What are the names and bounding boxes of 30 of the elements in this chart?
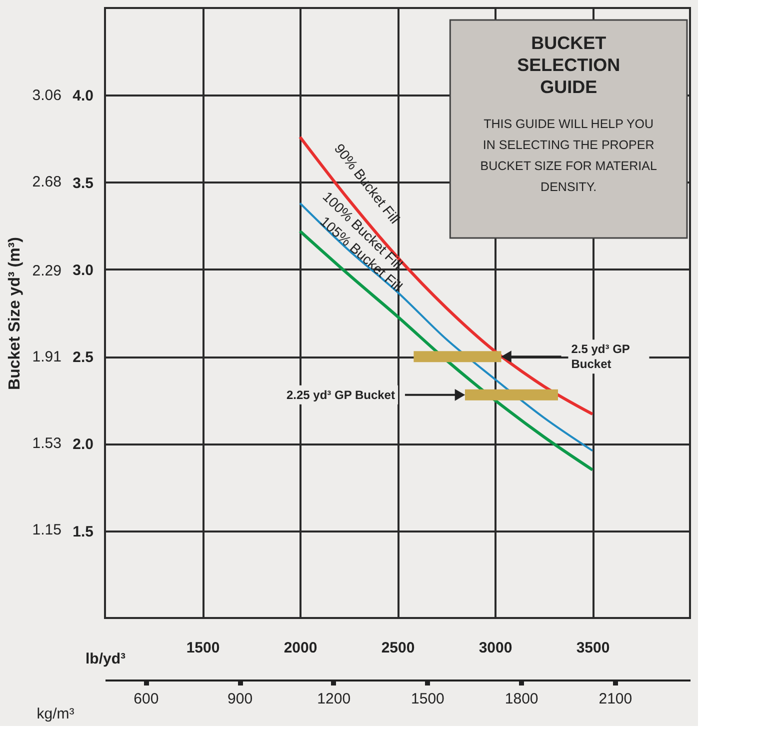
- x-axis-title: lb/yd³: [86, 650, 126, 668]
- y-tick-label: 2.5: [72, 349, 94, 366]
- x2-tick-label: 1800: [504, 690, 538, 708]
- x2-tick-label: 1500: [411, 690, 444, 708]
- y-tick-label: 2.0: [72, 436, 94, 454]
- y-tick-label: 3.5: [72, 174, 94, 192]
- x2-tick-label: 900: [228, 690, 253, 708]
- x-tick-label: 3500: [576, 640, 610, 656]
- annotation: 2.25 yd³ GP Bucket: [286, 388, 395, 402]
- annotation: 2.5 yd³ GP Bucket: [571, 342, 630, 372]
- x2-axis-title: kg/m³: [36, 706, 74, 722]
- y-tick-label: 3.0: [72, 262, 94, 279]
- y-tick-label: 1.5: [72, 523, 94, 540]
- x-tick-label: 2500: [381, 640, 415, 656]
- x-tick-label: 3000: [478, 640, 512, 656]
- y2-tick-label: 1.15: [32, 522, 62, 539]
- y2-tick-label: 2.68: [32, 173, 62, 190]
- y2-tick-label: 1.53: [32, 435, 62, 452]
- y2-tick-label: 2.29: [32, 262, 62, 280]
- x-tick-label: 1500: [186, 640, 220, 656]
- y-tick-label: 4.0: [72, 88, 94, 105]
- text: BUCKET SELECTION GUIDE: [517, 33, 620, 97]
- y2-axis-title: Bucket Size yd³ (m³): [6, 237, 24, 390]
- y2-tick-label: 3.06: [32, 86, 62, 104]
- text: THIS GUIDE WILL HELP YOU IN SELECTING THE PROPER BUCKET SIZE FOR MATERIAL DENSITY.: [480, 117, 657, 194]
- x-tick-label: 2000: [284, 640, 318, 656]
- y2-tick-label: 1.91: [32, 348, 62, 366]
- x2-tick-label: 1200: [317, 690, 351, 708]
- x2-tick-label: 2100: [598, 690, 632, 708]
- x2-tick-label: 600: [134, 690, 159, 708]
